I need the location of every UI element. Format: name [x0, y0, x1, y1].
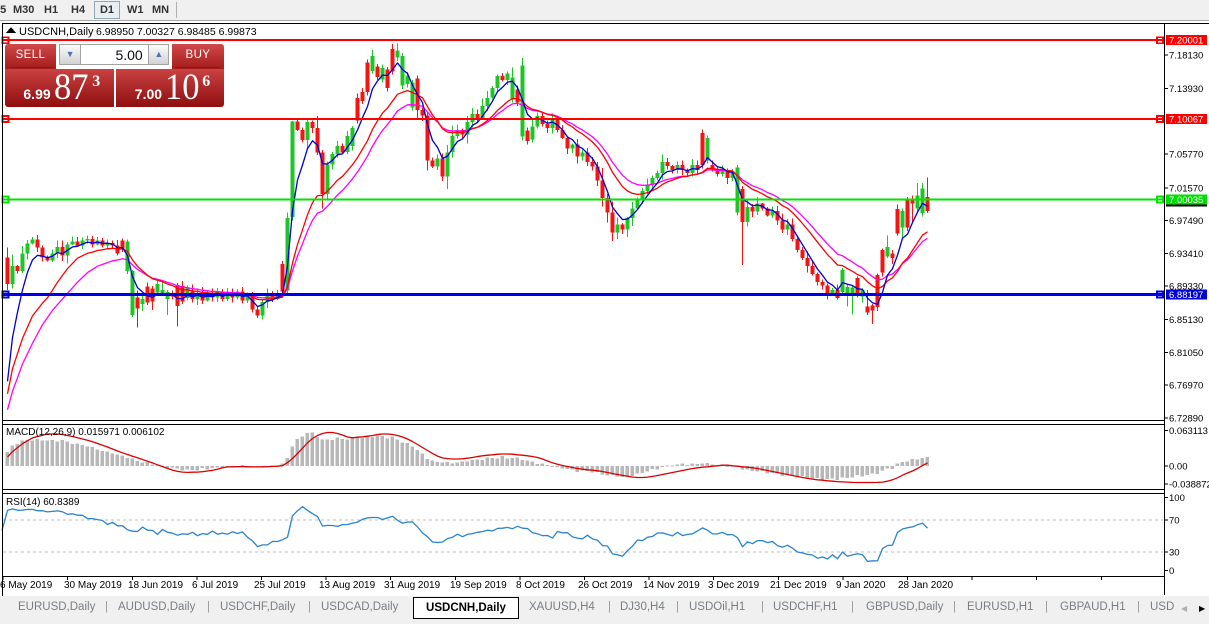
svg-text:7.13930: 7.13930	[1169, 84, 1203, 95]
svg-text:-0.038872: -0.038872	[1169, 479, 1209, 490]
svg-text:MACD(12,26,9) 0.015971 0.00610: MACD(12,26,9) 0.015971 0.006102	[6, 427, 165, 438]
svg-text:18 Jun 2019: 18 Jun 2019	[128, 580, 183, 591]
svg-text:USDCNH,Daily: USDCNH,Daily	[19, 26, 94, 38]
svg-text:7.05770: 7.05770	[1169, 150, 1203, 161]
svg-text:3 Dec 2019: 3 Dec 2019	[708, 580, 760, 591]
svg-text:70: 70	[1169, 516, 1180, 527]
svg-text:0.063113: 0.063113	[1169, 426, 1208, 437]
svg-text:0: 0	[1169, 566, 1174, 577]
svg-text:7.00035: 7.00035	[1169, 195, 1203, 206]
svg-text:0.00: 0.00	[1169, 462, 1188, 473]
svg-text:13 Aug 2019: 13 Aug 2019	[319, 580, 376, 591]
svg-text:6.89330: 6.89330	[1169, 282, 1203, 293]
svg-text:6.97490: 6.97490	[1169, 216, 1203, 227]
svg-text:8 Oct 2019: 8 Oct 2019	[516, 580, 565, 591]
svg-text:7.18130: 7.18130	[1169, 51, 1203, 62]
svg-text:9 Jan 2020: 9 Jan 2020	[836, 580, 886, 591]
svg-text:6.98950 7.00327 6.98485 6.9987: 6.98950 7.00327 6.98485 6.99873	[96, 26, 257, 38]
svg-text:21 Dec 2019: 21 Dec 2019	[770, 580, 827, 591]
svg-text:6.88197: 6.88197	[1169, 290, 1203, 301]
svg-text:14 Nov 2019: 14 Nov 2019	[643, 580, 700, 591]
svg-text:7.01570: 7.01570	[1169, 183, 1203, 194]
svg-text:19 Sep 2019: 19 Sep 2019	[450, 580, 507, 591]
svg-text:6.76970: 6.76970	[1169, 381, 1203, 392]
svg-text:30 May 2019: 30 May 2019	[64, 580, 122, 591]
svg-text:28 Jan 2020: 28 Jan 2020	[898, 580, 953, 591]
svg-text:7.20001: 7.20001	[1169, 36, 1203, 47]
svg-text:26 Oct 2019: 26 Oct 2019	[578, 580, 633, 591]
svg-text:6.93410: 6.93410	[1169, 249, 1203, 260]
svg-text:25 Jul 2019: 25 Jul 2019	[254, 580, 306, 591]
svg-text:6.72890: 6.72890	[1169, 413, 1203, 424]
svg-text:30: 30	[1169, 548, 1180, 559]
svg-text:7.10067: 7.10067	[1169, 115, 1203, 126]
svg-text:6.81050: 6.81050	[1169, 348, 1203, 359]
svg-text:100: 100	[1169, 493, 1185, 504]
svg-text:RSI(14) 60.8389: RSI(14) 60.8389	[6, 497, 80, 508]
svg-text:6 Jul 2019: 6 Jul 2019	[192, 580, 239, 591]
svg-text:6 May 2019: 6 May 2019	[0, 580, 53, 591]
svg-text:6.85130: 6.85130	[1169, 315, 1203, 326]
svg-text:31 Aug 2019: 31 Aug 2019	[384, 580, 441, 591]
